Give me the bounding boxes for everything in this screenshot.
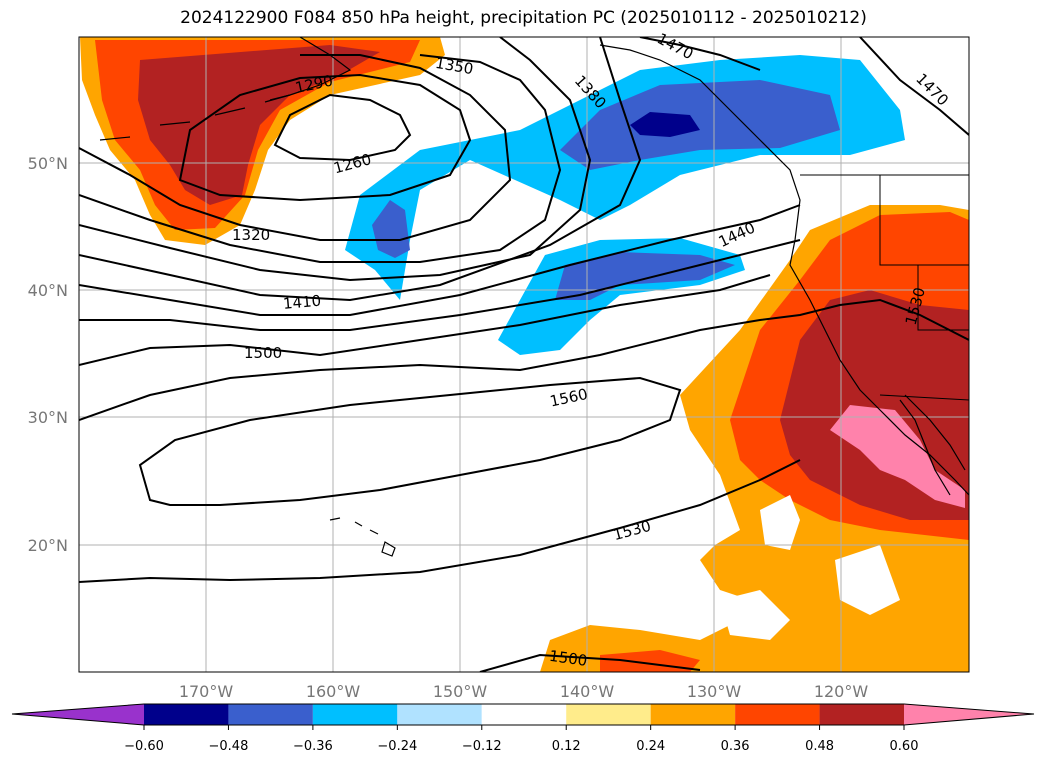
- colorbar-extend-low: [12, 704, 144, 725]
- contour-label-1410: 1410: [282, 292, 322, 313]
- coast-north-america: [599, 44, 969, 496]
- cold-region-middle-inner: [555, 252, 735, 300]
- colorbar-bin: [819, 704, 904, 725]
- gridlines: [79, 37, 969, 672]
- colorbar-bin: [650, 704, 736, 725]
- height-contours: [79, 37, 969, 672]
- colorbar-tick-label: −0.12: [462, 739, 502, 754]
- contour-1500: [79, 274, 771, 672]
- colorbar-tick-label: −0.24: [377, 739, 417, 754]
- colorbar: −0.60 −0.48 −0.36 −0.24 −0.12 0.12 0.24 0.36 0.4…: [11, 703, 1035, 754]
- coast-baja: [899, 399, 951, 496]
- lat-label-50n: 50°N: [28, 154, 68, 173]
- colorbar-bin: [481, 704, 567, 725]
- borders: [800, 174, 969, 401]
- colorbar-tick-label: 0.48: [805, 739, 834, 754]
- contour-1410: [79, 37, 642, 302]
- coast-gulf-california: [904, 394, 966, 471]
- colorbar-bin: [735, 704, 820, 725]
- colorbar-tick-label: 0.36: [721, 739, 750, 754]
- colorbar-bin: [312, 704, 398, 725]
- contour-1470: [79, 239, 801, 331]
- warm-region-northwest-core: [138, 45, 380, 205]
- colorbar-tick-label: −0.60: [124, 739, 164, 754]
- colorbar-tick-label: 0.24: [636, 739, 665, 754]
- coastlines: [99, 37, 969, 557]
- contour-1290: [178, 73, 472, 202]
- cold-region-north-inner: [560, 80, 840, 170]
- lon-label-140w: 140°W: [560, 682, 615, 701]
- colorbar-tick-label: 0.60: [890, 739, 919, 754]
- map-title: 2024122900 F084 850 hPa height, precipit…: [180, 8, 867, 28]
- lon-label-150w: 150°W: [433, 682, 488, 701]
- latitude-labels: 50°N 40°N 30°N 20°N: [28, 154, 68, 555]
- colorbar-bin: [228, 704, 313, 725]
- white-hole-south-2: [835, 545, 900, 615]
- lat-label-20n: 20°N: [28, 536, 68, 555]
- lat-label-40n: 40°N: [28, 281, 68, 300]
- contour-1560: [138, 376, 682, 506]
- white-hole-south-3: [720, 590, 790, 640]
- lon-label-170w: 170°W: [179, 682, 234, 701]
- lon-label-120w: 120°W: [814, 682, 869, 701]
- warm-region-east-peak: [830, 405, 965, 508]
- colorbar-tick-label: 0.12: [552, 739, 581, 754]
- contour-label-1320: 1320: [232, 226, 270, 244]
- contour-1320: [79, 54, 512, 241]
- contour-1440: [79, 204, 801, 316]
- map-frame: [78, 36, 970, 673]
- contour-1380: [79, 37, 592, 282]
- colorbar-bin: [144, 704, 229, 725]
- coast-hawaii: [329, 517, 396, 557]
- colorbar-tick-label: −0.36: [293, 739, 333, 754]
- colorbar-bin: [566, 704, 651, 725]
- contour-label-1500-south: 1500: [548, 647, 588, 670]
- colorbar-bin: [397, 704, 482, 725]
- contour-1260: [273, 93, 412, 162]
- border-mexico: [879, 394, 969, 401]
- lat-label-30n: 30°N: [28, 408, 68, 427]
- contour-label-1500: 1500: [244, 344, 282, 362]
- cold-region-north-core: [630, 112, 700, 137]
- lon-label-160w: 160°W: [306, 682, 361, 701]
- contour-1350: [79, 54, 562, 263]
- cold-region-blob: [372, 200, 410, 258]
- colorbar-extend-high: [904, 704, 1034, 725]
- lon-label-130w: 130°W: [687, 682, 742, 701]
- white-hole-south: [760, 495, 800, 550]
- contour-1530: [79, 298, 969, 583]
- contour-1470-ne: [639, 37, 969, 136]
- colorbar-tick-label: −0.48: [209, 739, 249, 754]
- coast-aleutians: [99, 94, 291, 141]
- border-states: [879, 175, 969, 331]
- longitude-labels: 170°W 160°W 150°W 140°W 130°W 120°W: [179, 682, 869, 701]
